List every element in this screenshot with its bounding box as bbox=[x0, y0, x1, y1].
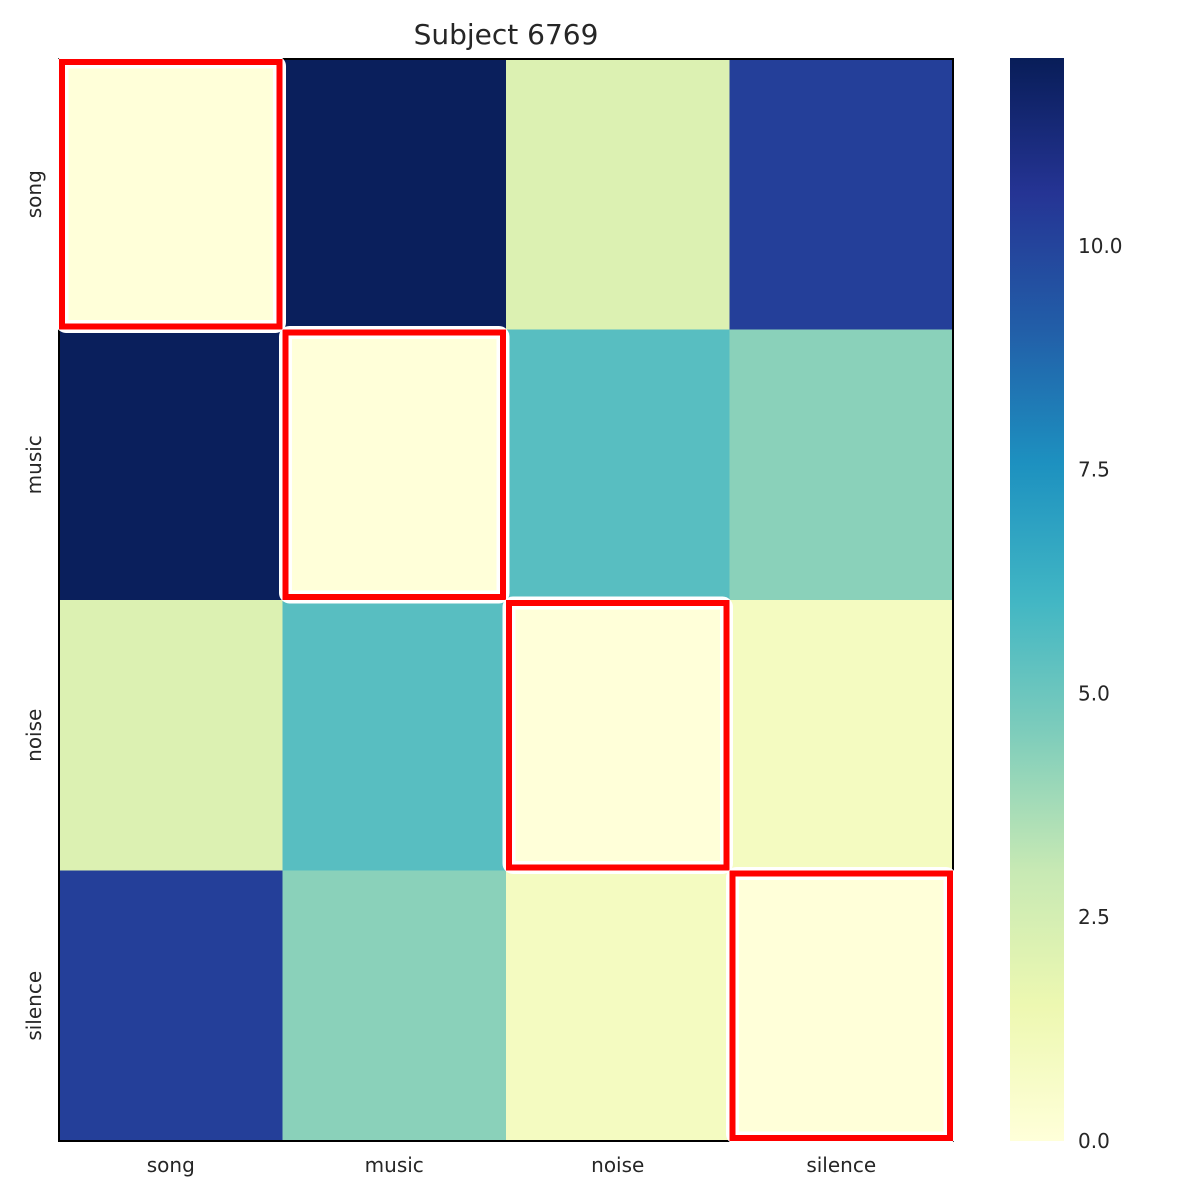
x-tick-label-silence: silence bbox=[806, 1153, 876, 1177]
x-tick-label-noise: noise bbox=[591, 1153, 644, 1177]
heatmap-cell-song-song bbox=[59, 59, 283, 330]
heatmap-cells bbox=[59, 59, 954, 1142]
heatmap-cell-song-noise bbox=[506, 59, 730, 330]
y-tick-label-song: song bbox=[22, 170, 46, 218]
y-tick-label-noise: noise bbox=[22, 709, 46, 762]
y-tick-label-music: music bbox=[22, 435, 46, 494]
highlight-box-song bbox=[55, 55, 286, 333]
heatmap-cell-noise-silence bbox=[729, 600, 954, 871]
heatmap-cell-silence-noise bbox=[506, 870, 730, 1142]
highlight-outline bbox=[506, 600, 730, 871]
plot-frame bbox=[58, 58, 954, 1142]
heatmap-cell-music-music bbox=[282, 329, 507, 601]
highlight-outline bbox=[282, 329, 506, 600]
diagonal-highlights bbox=[55, 55, 957, 1145]
colorbar-tick-label: 7.5 bbox=[1078, 458, 1110, 482]
heatmap-cell-song-music bbox=[282, 59, 507, 330]
heatmap-cell-song-silence bbox=[729, 59, 954, 330]
x-tick-label-music: music bbox=[365, 1153, 424, 1177]
colorbar: 0.0 2.5 5.0 7.5 10.0 bbox=[1010, 58, 1123, 1153]
heatmap-cell-noise-noise bbox=[506, 600, 730, 871]
y-tick-label-silence: silence bbox=[22, 971, 46, 1041]
highlight-box-silence bbox=[726, 867, 957, 1145]
x-tick-labels: song music noise silence bbox=[147, 1153, 876, 1177]
y-tick-labels: song music noise silence bbox=[22, 170, 46, 1040]
heatmap-cell-silence-silence bbox=[729, 870, 954, 1142]
colorbar-tick-label: 2.5 bbox=[1078, 905, 1110, 929]
highlight-outline bbox=[59, 59, 283, 330]
highlight-box-noise bbox=[502, 596, 733, 874]
heatmap-cell-music-noise bbox=[506, 329, 730, 601]
heatmap-cell-noise-music bbox=[282, 600, 507, 871]
heatmap-cell-music-silence bbox=[729, 329, 954, 601]
heatmap-cell-silence-music bbox=[282, 870, 507, 1142]
x-tick-label-song: song bbox=[147, 1153, 195, 1177]
colorbar-tick-label: 5.0 bbox=[1078, 681, 1110, 705]
heatmap-cell-noise-song bbox=[59, 600, 283, 871]
heatmap-cell-music-song bbox=[59, 329, 283, 601]
highlight-outline bbox=[729, 870, 953, 1141]
heatmap-cell-silence-song bbox=[59, 870, 283, 1142]
chart-title: Subject 6769 bbox=[414, 18, 599, 51]
colorbar-tick-label: 10.0 bbox=[1078, 234, 1123, 258]
colorbar-gradient bbox=[1010, 58, 1064, 1141]
colorbar-tick-label: 0.0 bbox=[1078, 1129, 1110, 1153]
highlight-box-music bbox=[279, 326, 510, 604]
